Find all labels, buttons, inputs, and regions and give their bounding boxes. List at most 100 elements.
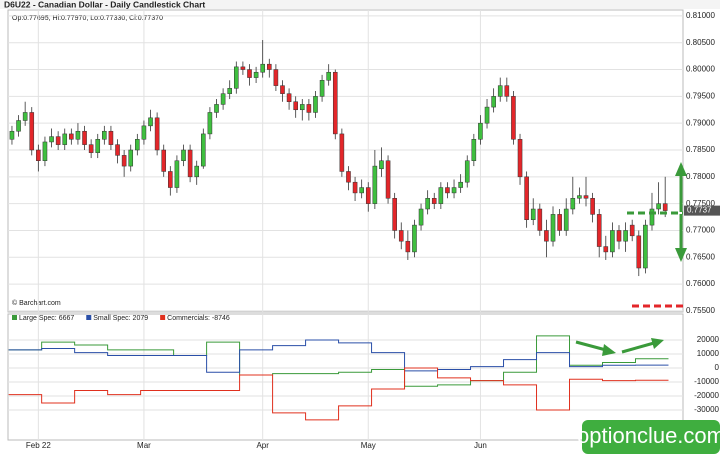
candle-body — [629, 224, 635, 237]
candle-body — [161, 149, 167, 172]
candle-body — [478, 122, 483, 140]
candle-body — [207, 112, 213, 135]
candle-body — [29, 112, 35, 151]
candle-body — [596, 214, 602, 247]
candle-body — [491, 96, 496, 108]
candle-body — [577, 195, 582, 199]
candle-body — [88, 144, 94, 153]
y-tick-label: 0.78500 — [686, 145, 715, 154]
candle-body — [537, 208, 543, 231]
candle-body — [280, 85, 285, 94]
candle-body — [405, 240, 411, 253]
arrow-head — [675, 248, 687, 262]
candle-body — [174, 160, 180, 188]
candle-body — [69, 133, 74, 140]
candle-body — [141, 125, 147, 140]
candle-body — [471, 139, 477, 161]
candle-body — [550, 214, 556, 242]
candle-body — [135, 139, 140, 151]
y-tick-label: 0.78000 — [686, 172, 715, 181]
candle-body — [656, 203, 661, 210]
candle-body — [557, 214, 562, 231]
y-tick-label: 0.79000 — [686, 118, 715, 127]
candle-body — [128, 149, 134, 167]
candle-body — [484, 106, 490, 124]
source: © Barchart.com — [12, 299, 61, 307]
cot-panel — [7, 313, 684, 441]
candle-body — [95, 139, 101, 153]
candle-body — [102, 130, 107, 140]
x-tick-label: Feb 22 — [26, 441, 51, 450]
arrow — [575, 340, 607, 352]
candle-body — [313, 96, 318, 113]
candle-body — [247, 69, 252, 78]
y-tick-label: 0.76000 — [686, 279, 715, 288]
candle-body — [610, 230, 615, 253]
candle-body — [148, 117, 153, 127]
y-tick-label: 0 — [715, 363, 720, 372]
candle-body — [418, 208, 424, 226]
candle-body — [234, 66, 239, 89]
candle-body — [649, 208, 655, 226]
candle-body — [9, 130, 15, 140]
x-tick-label: Mar — [137, 441, 151, 450]
candle-body — [194, 165, 200, 178]
candle-body — [214, 104, 219, 113]
y-tick-label: 10000 — [697, 349, 720, 358]
y-tick-label: 0.80500 — [686, 38, 715, 47]
candle-body — [372, 165, 378, 204]
y-tick-label: -10000 — [694, 377, 719, 386]
price-panel — [7, 9, 684, 313]
x-tick-label: May — [361, 441, 376, 450]
candle-body — [445, 187, 450, 194]
candle-body — [82, 130, 87, 145]
candle-body — [511, 96, 516, 140]
x-tick-label: Apr — [256, 441, 269, 450]
arrow-head — [651, 338, 664, 349]
legend-label: Small Spec: 2079 — [93, 315, 148, 322]
candle-body — [240, 66, 246, 70]
candle-body — [293, 101, 298, 111]
candle-body — [220, 93, 226, 105]
candle-body — [299, 104, 305, 111]
candle-body — [359, 187, 364, 194]
candle-body — [544, 230, 549, 242]
y-tick-label: 20000 — [697, 335, 720, 344]
series-line — [8, 335, 669, 387]
y-tick-label: 0.76500 — [686, 252, 715, 261]
candle-body — [425, 198, 430, 210]
candle-body — [326, 71, 331, 81]
title-bar — [0, 0, 720, 9]
candle-body — [464, 160, 470, 183]
candle-body — [603, 246, 609, 253]
arrow-head — [602, 344, 616, 356]
candle-body — [530, 208, 536, 220]
legend-swatch — [86, 315, 92, 320]
candle-body — [438, 187, 444, 204]
candle-body — [273, 69, 279, 86]
candle-body — [266, 63, 272, 70]
candle-body — [365, 187, 371, 204]
candle-body — [412, 224, 417, 253]
candle-body — [570, 198, 576, 210]
y-tick-label: 0.75500 — [686, 306, 715, 315]
candle-body — [517, 139, 523, 178]
candle-body — [75, 130, 81, 140]
candle-body — [458, 181, 463, 188]
candle-body — [286, 93, 292, 102]
annotations — [575, 162, 687, 356]
series-line — [8, 339, 669, 373]
candle-body — [346, 171, 351, 183]
candle-body — [181, 149, 186, 161]
candle-body — [451, 187, 457, 194]
candle-body — [583, 195, 589, 199]
legend-label: Large Spec: 6667 — [19, 315, 74, 322]
candle-body — [636, 235, 642, 269]
candle-body — [524, 176, 529, 220]
candle-body — [42, 141, 48, 161]
candle-body — [339, 133, 345, 172]
candle-body — [22, 112, 28, 121]
candle-body — [187, 149, 193, 178]
candle-body — [616, 230, 622, 242]
